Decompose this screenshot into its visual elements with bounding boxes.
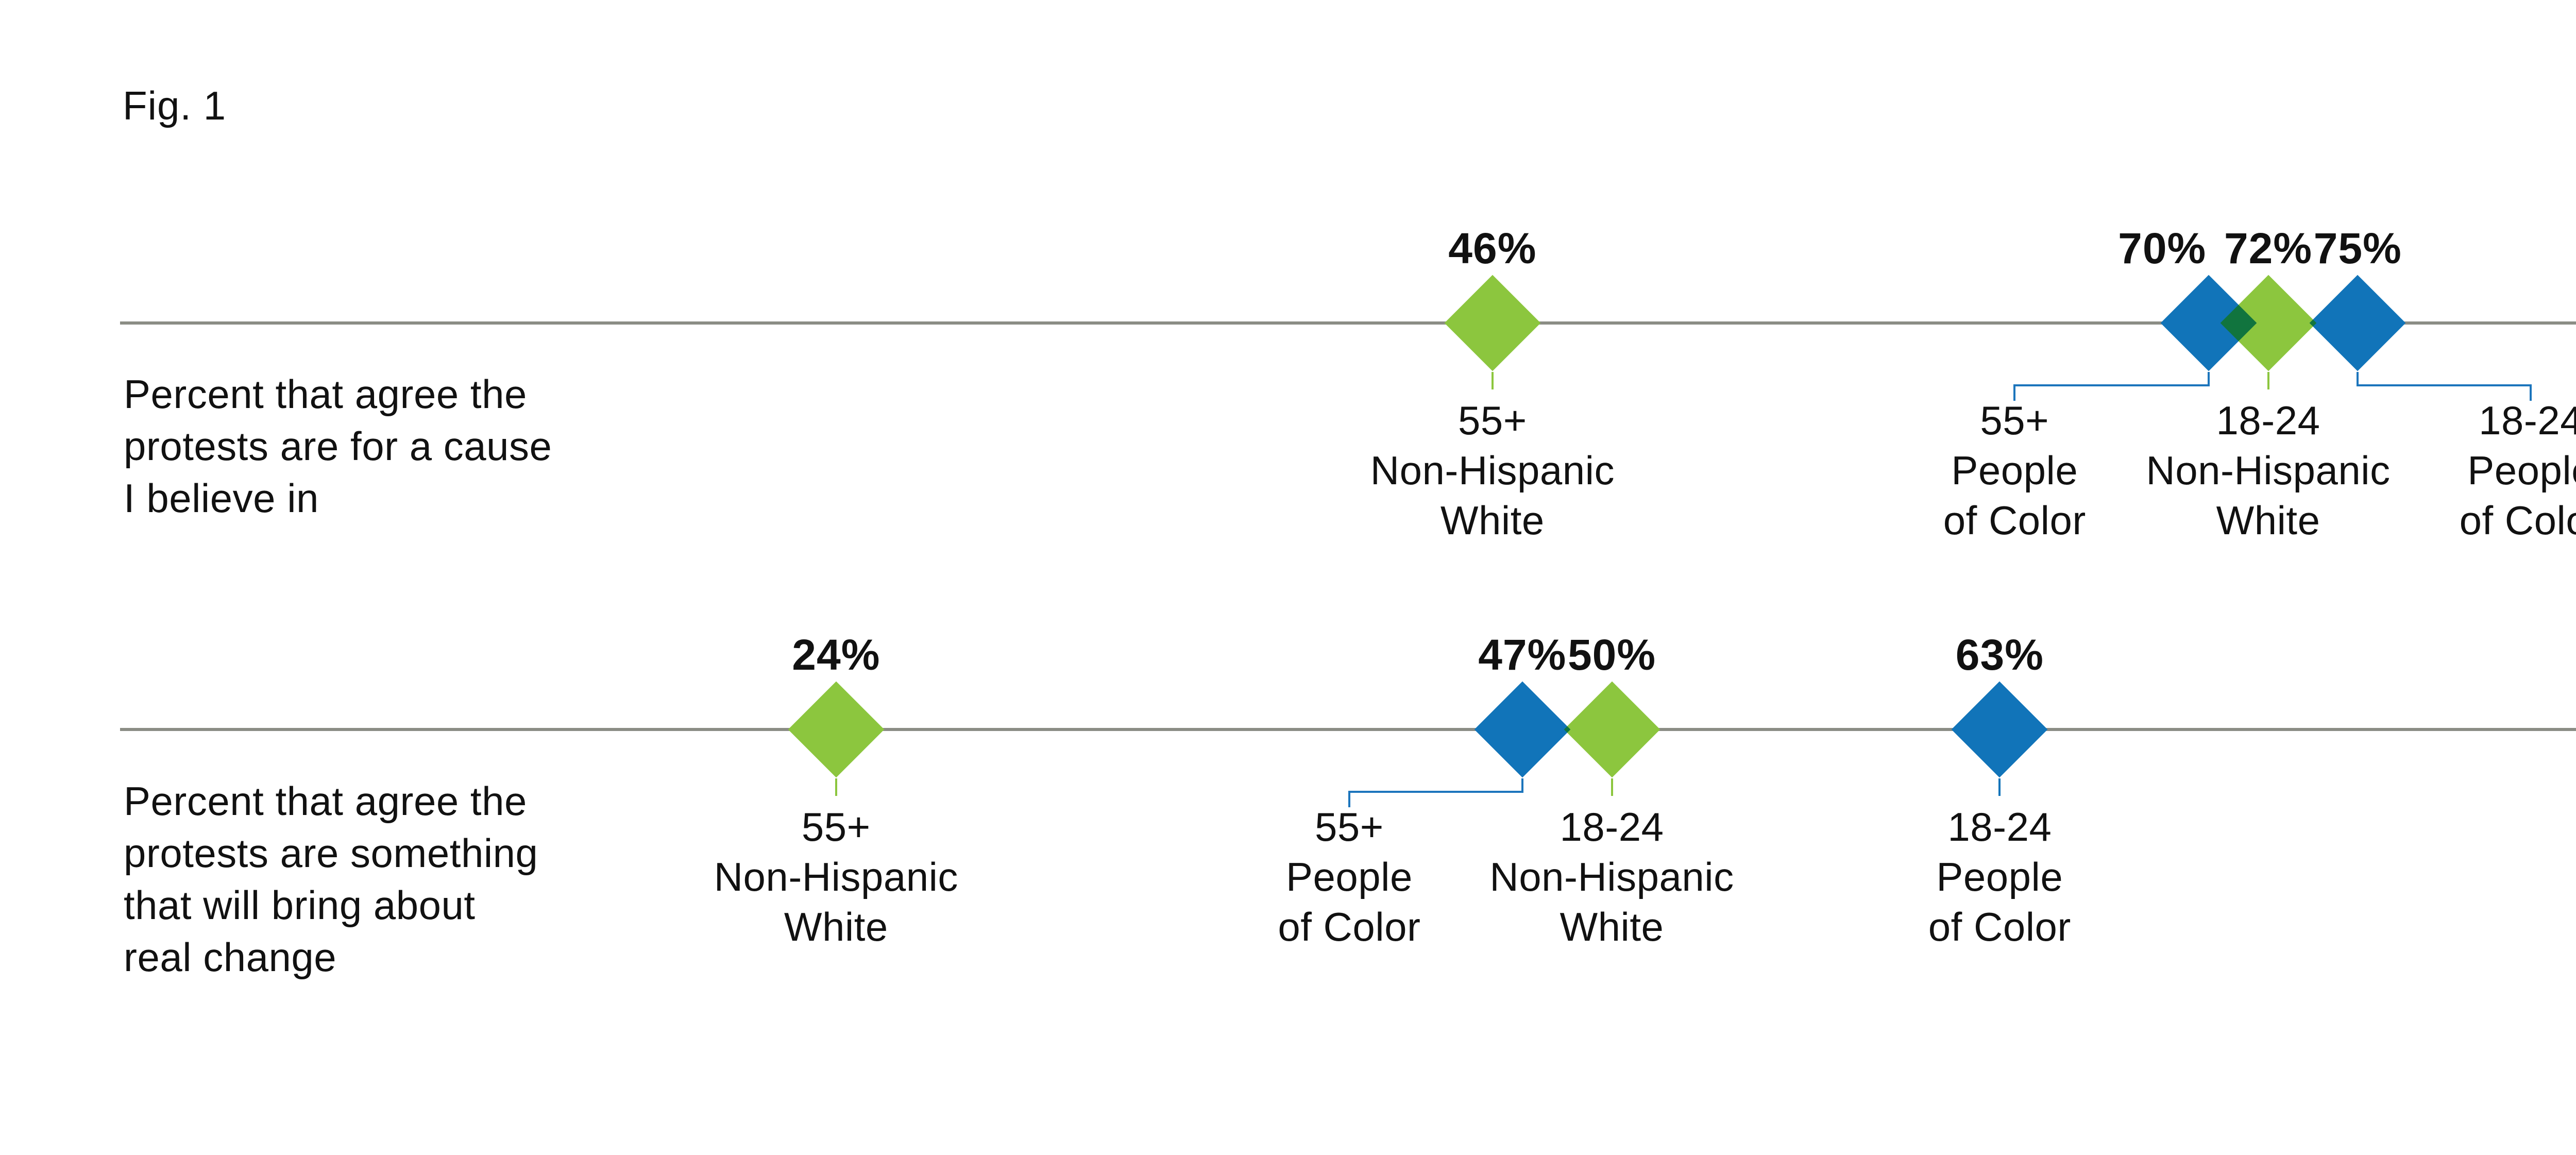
group-label-line: of Color	[1943, 498, 2086, 543]
group-label-line: of Color	[1278, 904, 1421, 949]
row-title: Percent that agree the protests are for a…	[124, 368, 845, 524]
elbow-connector-end-tick	[2013, 384, 2016, 401]
group-label-line: of Color	[2459, 498, 2576, 543]
group-label-line: 18-24	[1560, 804, 1664, 850]
label-tick-connector	[835, 778, 837, 796]
group-label-line: People	[2467, 448, 2576, 493]
percent-value-label: 70%	[2118, 224, 2207, 273]
elbow-connector-horizontal	[2013, 384, 2210, 386]
group-label-line: White	[1560, 904, 1664, 949]
group-label: 18-24 Non-Hispanic White	[2146, 396, 2390, 546]
row-title-line: protests are for a cause	[124, 423, 552, 469]
group-label: 18-24 People of Color	[2460, 396, 2576, 546]
axis-line	[120, 728, 2576, 731]
group-label-line: White	[2216, 498, 2320, 543]
row-title-line: real change	[124, 935, 337, 980]
percent-value-label: 63%	[1955, 631, 2044, 679]
label-tick-connector	[1611, 778, 1613, 796]
group-label-line: People	[1936, 854, 2063, 899]
elbow-connector-vertical	[2207, 372, 2210, 386]
group-label-line: 55+	[1458, 398, 1527, 443]
group-label-line: People	[1285, 854, 1413, 899]
percent-value-label: 75%	[2313, 224, 2402, 273]
group-label-line: Non-Hispanic	[1370, 448, 1615, 493]
label-tick-connector	[2267, 372, 2269, 389]
group-label-line: Non-Hispanic	[1489, 854, 1734, 899]
group-label-line: Non-Hispanic	[2146, 448, 2391, 493]
group-label: 55+ People of Color	[1278, 802, 1420, 952]
row-title-line: that will bring about	[124, 882, 476, 928]
group-label: 18-24 Non-Hispanic White	[1489, 802, 1734, 952]
elbow-connector-vertical	[2357, 372, 2359, 386]
group-label-line: Non-Hispanic	[714, 854, 958, 899]
row-title-line: Percent that agree the	[124, 778, 527, 824]
group-label-line: White	[1440, 498, 1545, 543]
group-label-line: 55+	[801, 804, 871, 850]
figure-label: Fig. 1	[123, 83, 227, 128]
group-label-line: 55+	[1314, 804, 1384, 850]
percent-value-label: 24%	[792, 631, 880, 679]
group-label: 55+ People of Color	[1943, 396, 2086, 546]
elbow-connector-horizontal	[1348, 791, 1523, 793]
percent-value-label: 47%	[1478, 631, 1567, 679]
group-label-line: 55+	[1980, 398, 2049, 443]
label-tick-connector	[1491, 372, 1494, 389]
label-tick-connector	[1998, 778, 2001, 796]
group-label-line: White	[784, 904, 888, 949]
group-label-line: People	[1951, 448, 2078, 493]
elbow-connector-vertical	[1521, 778, 1523, 793]
row-title-line: I believe in	[124, 475, 319, 521]
axis-line	[120, 321, 2576, 325]
row-title-line: Percent that agree the	[124, 371, 527, 417]
group-label: 55+ Non-Hispanic White	[1370, 396, 1615, 546]
group-label-line: 18-24	[2479, 398, 2576, 443]
percent-value-label: 46%	[1448, 224, 1537, 273]
elbow-connector-horizontal	[2357, 384, 2532, 386]
percent-value-label: 50%	[1567, 631, 1656, 679]
group-label-line: 18-24	[1947, 804, 2052, 850]
group-label-line: of Color	[1928, 904, 2071, 949]
elbow-connector-end-tick	[1348, 791, 1350, 807]
group-label-line: 18-24	[2216, 398, 2320, 443]
percent-value-label: 72%	[2224, 224, 2313, 273]
row-title: Percent that agree the protests are somet…	[124, 775, 845, 983]
group-label: 55+ Non-Hispanic White	[714, 802, 958, 952]
row-title-line: protests are something	[124, 830, 538, 876]
elbow-connector-end-tick	[2530, 384, 2532, 401]
